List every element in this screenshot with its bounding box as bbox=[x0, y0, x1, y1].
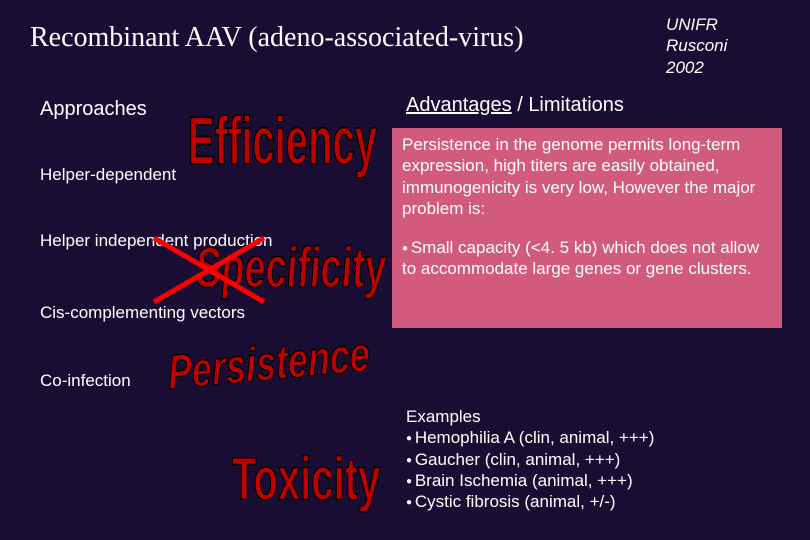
advantages-label: Advantages bbox=[406, 94, 512, 116]
wordart-efficiency: Efficiency bbox=[188, 104, 377, 181]
examples-panel: Examples Hemophilia A (clin, animal, +++… bbox=[396, 400, 786, 518]
header-note-line: 2002 bbox=[666, 57, 727, 78]
wordart-toxicity: Toxicity bbox=[232, 447, 380, 515]
advantages-body-panel: Persistence in the genome permits long-t… bbox=[392, 128, 782, 328]
example-item: Gaucher (clin, animal, +++) bbox=[406, 449, 776, 470]
header-note-line: UNIFR bbox=[666, 14, 727, 35]
limitations-label: Limitations bbox=[528, 94, 624, 116]
limitation-item: Small capacity (<4. 5 kb) which does not… bbox=[402, 237, 772, 280]
cross-icon bbox=[150, 230, 268, 310]
examples-heading: Examples bbox=[406, 406, 776, 427]
example-item: Hemophilia A (clin, animal, +++) bbox=[406, 427, 776, 448]
examples-list: Hemophilia A (clin, animal, +++) Gaucher… bbox=[406, 427, 776, 512]
advantages-paragraph: Persistence in the genome permits long-t… bbox=[402, 134, 772, 219]
limitations-list: Small capacity (<4. 5 kb) which does not… bbox=[402, 237, 772, 280]
advlim-sep: / bbox=[512, 94, 529, 116]
example-item: Brain Ischemia (animal, +++) bbox=[406, 470, 776, 491]
example-item: Cystic fibrosis (animal, +/-) bbox=[406, 491, 776, 512]
advlim-heading: Advantages / Limitations bbox=[396, 88, 676, 123]
header-note-line: Rusconi bbox=[666, 35, 727, 56]
page-title: Recombinant AAV (adeno-associated-virus) bbox=[30, 22, 524, 54]
header-note: UNIFR Rusconi 2002 bbox=[666, 14, 727, 78]
